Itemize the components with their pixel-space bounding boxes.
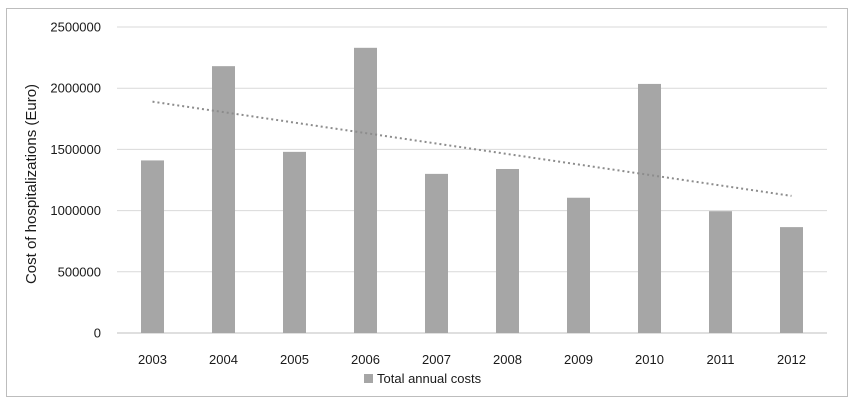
x-tick-label: 2010: [635, 352, 664, 367]
bar: [496, 168, 519, 333]
bar: [638, 83, 661, 333]
legend-swatch: [364, 374, 373, 383]
y-axis-title: Cost of hospitalizations (Euro): [23, 84, 40, 284]
bar: [354, 47, 377, 334]
y-tick-label: 2500000: [50, 20, 101, 35]
x-tick-label: 2005: [280, 352, 309, 367]
y-tick-label: 1500000: [50, 142, 101, 157]
y-tick-label: 2000000: [50, 81, 101, 96]
x-tick-label: 2003: [138, 352, 167, 367]
x-tick-label: 2008: [493, 352, 522, 367]
trendline: [152, 100, 792, 197]
x-tick-label: 2009: [564, 352, 593, 367]
y-tick-label: 500000: [58, 264, 101, 279]
legend: Total annual costs: [364, 371, 482, 386]
x-tick-label: 2006: [351, 352, 380, 367]
bars: [141, 47, 803, 334]
x-tick-labels: 2003 2004 2005 2006 2007 2008 2009 2010 2011 2012: [138, 352, 806, 367]
bar: [780, 227, 803, 333]
bar: [709, 211, 732, 333]
bar: [141, 160, 164, 333]
y-tick-label: 0: [94, 326, 101, 341]
x-tick-label: 2011: [707, 352, 735, 367]
y-tick-label: 1000000: [50, 203, 101, 218]
legend-label: Total annual costs: [377, 371, 482, 386]
x-tick-label: 2012: [777, 352, 806, 367]
bar: [212, 66, 235, 333]
y-tick-labels: 0 500000 1000000 1500000 2000000 2500000: [50, 20, 101, 341]
x-tick-label: 2007: [422, 352, 451, 367]
bar: [567, 197, 590, 333]
bar: [283, 151, 306, 333]
gridlines: [117, 26, 827, 334]
bar: [425, 173, 448, 333]
x-tick-label: 2004: [209, 352, 238, 367]
trendline-line: [152, 100, 792, 197]
